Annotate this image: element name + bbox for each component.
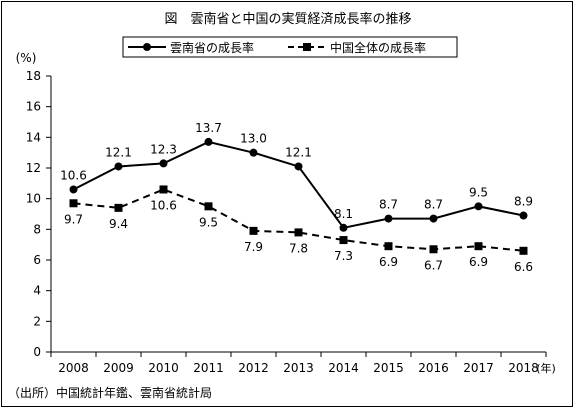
data-label-china: 6.7 — [424, 258, 443, 272]
legend-label-yunnan: 雲南省の成長率 — [170, 40, 254, 55]
data-label-yunnan: 8.9 — [514, 195, 533, 209]
data-label-yunnan: 8.7 — [379, 198, 398, 212]
data-point-china — [519, 246, 528, 255]
data-label-china: 6.6 — [514, 260, 533, 274]
data-point-yunnan — [474, 202, 483, 211]
source-note: （出所）中国統計年鑑、雲南省統計局 — [8, 386, 213, 400]
data-label-yunnan: 10.6 — [60, 168, 87, 182]
x-tick-label: 2012 — [238, 361, 269, 375]
data-point-china — [339, 236, 348, 245]
legend-marker-yunnan — [143, 43, 151, 51]
data-label-china: 6.9 — [379, 255, 398, 269]
x-tick-label: 2008 — [58, 361, 89, 375]
data-label-yunnan: 12.1 — [105, 145, 132, 159]
data-label-china: 9.5 — [199, 215, 218, 229]
data-label-yunnan: 13.7 — [195, 121, 222, 135]
x-tick-label: 2013 — [283, 361, 314, 375]
data-label-china: 9.7 — [64, 212, 83, 226]
data-point-yunnan — [69, 185, 78, 194]
y-tick-label: 8 — [33, 222, 41, 236]
data-label-china: 7.3 — [334, 249, 353, 263]
data-point-yunnan — [114, 162, 123, 171]
y-tick-label: 6 — [33, 253, 41, 267]
x-tick-label: 2016 — [418, 361, 449, 375]
y-tick-label: 14 — [26, 130, 41, 144]
x-tick-label: 2015 — [373, 361, 404, 375]
data-point-china — [384, 242, 393, 251]
data-label-china: 7.9 — [244, 240, 263, 254]
data-label-yunnan: 8.7 — [424, 198, 443, 212]
series-line-china — [73, 188, 524, 252]
data-point-china — [159, 185, 168, 194]
x-tick-label: 2010 — [148, 361, 179, 375]
data-point-yunnan — [204, 137, 213, 146]
data-label-china: 9.4 — [109, 217, 128, 231]
x-tick-label: 2009 — [103, 361, 134, 375]
chart-title: 図 雲南省と中国の実質経済成長率の推移 — [164, 12, 412, 27]
data-point-china — [474, 242, 483, 251]
data-label-yunnan: 9.5 — [469, 185, 488, 199]
data-label-china: 6.9 — [469, 255, 488, 269]
data-point-china — [69, 199, 78, 208]
y-tick-label: 18 — [26, 69, 41, 83]
data-point-china — [114, 203, 123, 212]
y-axis-unit-label: (%) — [16, 51, 37, 65]
y-tick-label: 2 — [33, 314, 41, 328]
data-point-china — [294, 228, 303, 237]
y-tick-label: 16 — [26, 100, 41, 114]
data-label-china: 7.8 — [289, 241, 308, 255]
data-label-yunnan: 12.1 — [285, 145, 312, 159]
y-tick-label: 0 — [33, 345, 41, 359]
data-point-yunnan — [339, 223, 348, 232]
data-point-yunnan — [429, 214, 438, 223]
x-tick-label: 2014 — [328, 361, 359, 375]
y-tick-label: 4 — [33, 284, 41, 298]
data-point-china — [204, 202, 213, 211]
data-point-china — [429, 245, 438, 254]
y-tick-label: 10 — [26, 192, 41, 206]
data-label-yunnan: 12.3 — [150, 142, 177, 156]
x-tick-label: 2011 — [193, 361, 224, 375]
data-label-yunnan: 8.1 — [334, 207, 353, 221]
legend-marker-china — [303, 43, 311, 51]
x-tick-label: 2017 — [463, 361, 494, 375]
data-point-yunnan — [519, 211, 528, 220]
data-label-china: 10.6 — [150, 198, 177, 212]
y-tick-label: 12 — [26, 161, 41, 175]
data-point-china — [249, 226, 258, 235]
x-tick-label: 2018 — [508, 361, 539, 375]
data-point-yunnan — [294, 162, 303, 171]
data-point-yunnan — [384, 214, 393, 223]
legend-label-china: 中国全体の成長率 — [330, 40, 426, 55]
x-axis-unit-label: (年) — [536, 361, 556, 375]
data-label-yunnan: 13.0 — [240, 132, 267, 146]
data-point-yunnan — [249, 148, 258, 157]
data-point-yunnan — [159, 159, 168, 168]
